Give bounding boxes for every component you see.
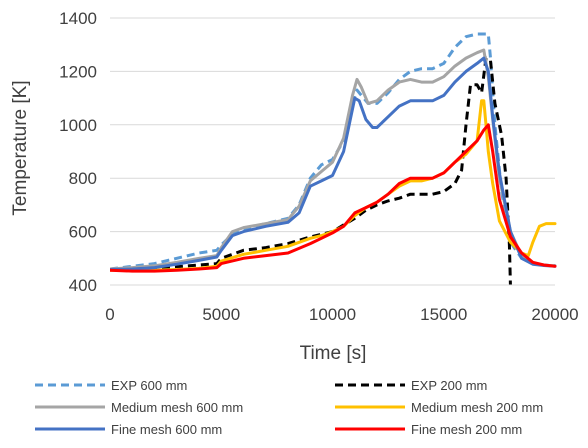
legend-label-fine-mesh-200-mm: Fine mesh 200 mm: [411, 422, 522, 437]
series-line-exp-200-mm: [110, 56, 512, 285]
y-tick-label: 800: [69, 169, 97, 188]
x-tick-labels: 0 5000 10000 15000 20000: [105, 305, 578, 324]
y-axis-title: Temperature [K]: [10, 80, 31, 215]
x-axis-title: Time [s]: [300, 343, 367, 364]
y-tick-label: 1400: [59, 9, 97, 28]
x-tick-label: 5000: [202, 305, 240, 324]
y-tick-label: 600: [69, 223, 97, 242]
legend-label-fine-mesh-600-mm: Fine mesh 600 mm: [111, 422, 222, 437]
y-tick-labels: 400 600 800 1000 1200 1400: [59, 9, 97, 295]
x-tick-label: 0: [105, 305, 114, 324]
y-tick-label: 1200: [59, 62, 97, 81]
y-tick-label: 400: [69, 276, 97, 295]
x-tick-label: 15000: [420, 305, 467, 324]
series-line-fine-mesh-200-mm: [110, 123, 557, 273]
legend-label-exp-600-mm: EXP 600 mm: [111, 378, 187, 393]
y-tick-label: 1000: [59, 116, 97, 135]
legend-label-medium-mesh-200-mm: Medium mesh 200 mm: [411, 400, 543, 415]
x-tick-label: 20000: [531, 305, 578, 324]
series-line-medium-mesh-200-mm: [110, 99, 557, 272]
legend-label-exp-200-mm: EXP 200 mm: [411, 378, 487, 393]
x-tick-label: 10000: [309, 305, 356, 324]
series-layer: [110, 32, 557, 285]
legend: EXP 600 mm EXP 200 mm Medium mesh 600 mm Me…: [35, 378, 543, 437]
grid-lines: [110, 17, 555, 233]
series-line-fine-mesh-600-mm: [110, 56, 557, 271]
legend-label-medium-mesh-600-mm: Medium mesh 600 mm: [111, 400, 243, 415]
